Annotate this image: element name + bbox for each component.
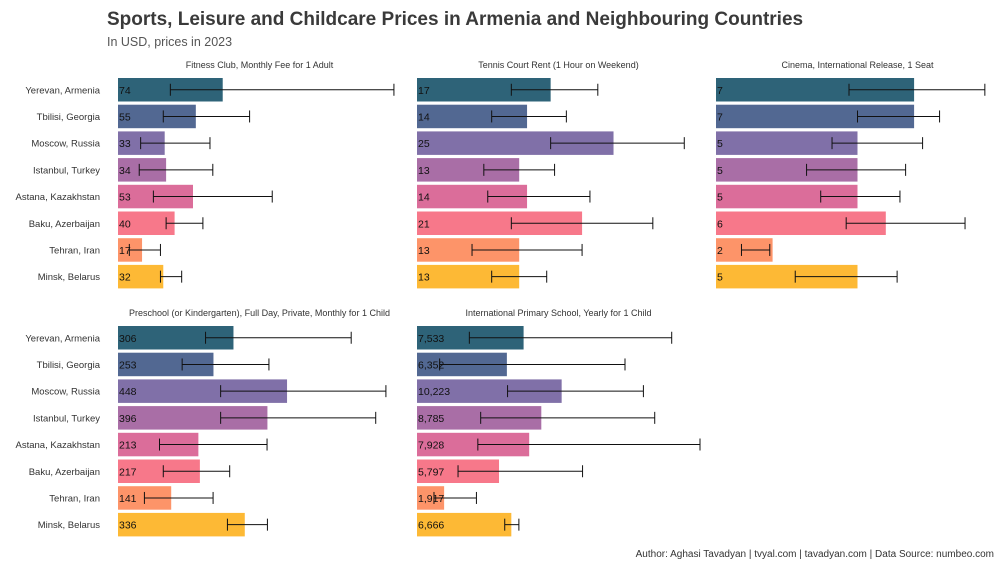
data-label: 141 [119, 493, 137, 505]
bar [417, 104, 528, 129]
bar [118, 104, 196, 129]
chart-title: Sports, Leisure and Childcare Prices in … [107, 9, 804, 30]
bar [118, 406, 268, 430]
data-label: 40 [119, 218, 131, 230]
bar [118, 379, 288, 403]
bar [417, 131, 614, 155]
data-label: 6 [717, 218, 723, 230]
data-label: 33 [119, 138, 131, 150]
bar [118, 432, 199, 457]
facet-title: Cinema, International Release, 1 Seat [781, 60, 934, 70]
bar [417, 512, 512, 537]
category-label: Tehran, Iran [49, 493, 100, 504]
data-label: 14 [418, 192, 430, 204]
data-label: 8,785 [418, 413, 444, 425]
data-label: 306 [119, 333, 137, 345]
category-label: Baku, Azerbaijan [29, 467, 100, 478]
category-label: Minsk, Belarus [38, 272, 101, 283]
category-label: Moscow, Russia [31, 387, 100, 398]
facet-title: International Primary School, Yearly for… [465, 308, 651, 318]
chart-subtitle: In USD, prices in 2023 [107, 35, 233, 49]
bar [118, 459, 200, 483]
data-label: 7,928 [418, 440, 444, 452]
category-label: Istanbul, Turkey [33, 413, 100, 424]
bar [716, 131, 858, 155]
data-label: 396 [119, 413, 137, 425]
data-label: 13 [418, 272, 430, 284]
data-label: 21 [418, 218, 430, 230]
bar [417, 486, 445, 510]
category-label: Istanbul, Turkey [33, 165, 100, 176]
bar [716, 78, 915, 102]
bar [118, 512, 245, 537]
data-label: 7 [717, 85, 723, 97]
bar [417, 184, 528, 209]
bar [417, 211, 583, 235]
bar [716, 158, 858, 182]
data-label: 74 [119, 85, 131, 97]
data-label: 5 [717, 138, 723, 150]
data-label: 5 [717, 192, 723, 204]
category-label: Yerevan, Armenia [25, 333, 100, 344]
category-label: Yerevan, Armenia [25, 85, 100, 96]
bar [417, 78, 551, 102]
bar [417, 379, 562, 403]
data-label: 10,223 [418, 386, 450, 398]
bar [417, 238, 520, 262]
bar [417, 158, 520, 182]
facet-title: Tennis Court Rent (1 Hour on Weekend) [478, 60, 638, 70]
facet-title: Fitness Club, Monthly Fee for 1 Adult [186, 60, 334, 70]
data-label: 55 [119, 111, 131, 123]
category-label: Minsk, Belarus [38, 520, 101, 531]
data-label: 217 [119, 466, 137, 478]
data-label: 7,533 [418, 333, 444, 345]
data-label: 6,352 [418, 359, 444, 371]
data-label: 13 [418, 165, 430, 177]
data-label: 17 [119, 245, 131, 257]
bar [716, 264, 858, 289]
category-label: Baku, Azerbaijan [29, 219, 100, 230]
data-label: 17 [418, 85, 430, 97]
category-label: Tbilisi, Georgia [37, 360, 101, 371]
facet-title: Preschool (or Kindergarten), Full Day, P… [129, 308, 390, 318]
category-label: Astana, Kazakhstan [16, 440, 101, 451]
data-label: 5 [717, 165, 723, 177]
bar [118, 352, 214, 377]
data-label: 14 [418, 111, 430, 123]
data-label: 6,666 [418, 520, 444, 532]
data-label: 32 [119, 272, 131, 284]
data-label: 253 [119, 359, 137, 371]
data-label: 5 [717, 272, 723, 284]
data-label: 34 [119, 165, 131, 177]
data-label: 25 [418, 138, 430, 150]
bar [716, 211, 886, 235]
data-label: 7 [717, 111, 723, 123]
category-label: Moscow, Russia [31, 139, 100, 150]
bar [417, 264, 520, 289]
chart-caption: Author: Aghasi Tavadyan | tvyal.com | ta… [635, 549, 994, 560]
data-label: 448 [119, 386, 137, 398]
category-label: Astana, Kazakhstan [16, 192, 101, 203]
bar [118, 326, 234, 350]
data-label: 53 [119, 192, 131, 204]
bar [417, 432, 530, 457]
data-label: 213 [119, 440, 137, 452]
bar [118, 211, 175, 235]
bar [716, 104, 915, 129]
data-label: 13 [418, 245, 430, 257]
category-label: Tehran, Iran [49, 245, 100, 256]
data-label: 5,797 [418, 466, 444, 478]
bar [417, 406, 542, 430]
bar [716, 184, 858, 209]
data-label: 1,917 [418, 493, 444, 505]
bar [118, 264, 164, 289]
data-label: 2 [717, 245, 723, 257]
data-label: 336 [119, 520, 137, 532]
category-label: Tbilisi, Georgia [37, 112, 101, 123]
